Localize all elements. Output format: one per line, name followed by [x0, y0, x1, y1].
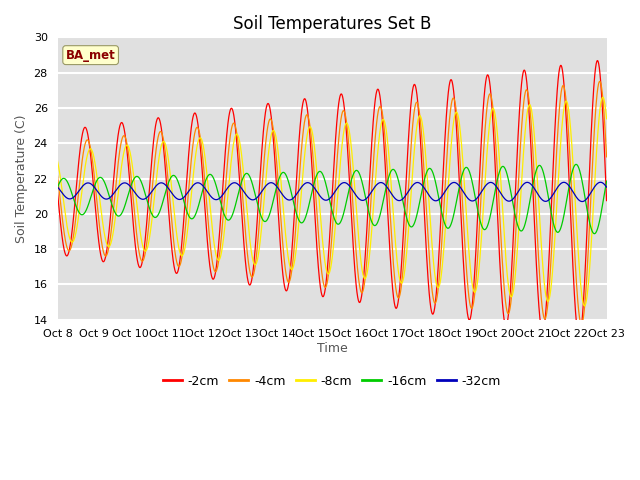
-2cm: [240, 243, 248, 249]
-4cm: [596, 79, 604, 84]
Line: -16cm: -16cm: [58, 164, 607, 234]
-2cm: [603, 198, 611, 204]
-8cm: [455, 117, 463, 123]
Y-axis label: Soil Temperature (C): Soil Temperature (C): [15, 114, 28, 243]
Line: -8cm: -8cm: [58, 97, 607, 306]
-32cm: [240, 189, 248, 195]
-8cm: [314, 175, 321, 181]
-4cm: [470, 294, 478, 300]
-8cm: [573, 224, 580, 229]
-32cm: [455, 182, 463, 188]
-4cm: [578, 321, 586, 327]
-2cm: [580, 298, 588, 303]
-2cm: [314, 252, 321, 257]
-8cm: [54, 158, 61, 164]
Line: -2cm: -2cm: [58, 60, 607, 337]
-4cm: [455, 138, 463, 144]
-8cm: [603, 116, 611, 121]
-16cm: [455, 186, 463, 192]
-32cm: [573, 195, 580, 201]
-32cm: [470, 198, 478, 204]
Line: -32cm: -32cm: [58, 182, 607, 202]
-8cm: [580, 301, 588, 307]
-4cm: [580, 313, 588, 319]
-32cm: [54, 184, 61, 190]
-2cm: [54, 190, 61, 195]
X-axis label: Time: Time: [317, 342, 348, 355]
-8cm: [240, 176, 248, 181]
-4cm: [603, 154, 611, 160]
Line: -4cm: -4cm: [58, 82, 607, 324]
-16cm: [240, 173, 248, 179]
-32cm: [596, 180, 604, 185]
-32cm: [580, 198, 588, 204]
-4cm: [240, 212, 248, 218]
-16cm: [580, 186, 588, 192]
-16cm: [572, 161, 580, 167]
-2cm: [593, 58, 601, 63]
-4cm: [314, 216, 321, 222]
-8cm: [470, 289, 478, 295]
-8cm: [599, 95, 607, 100]
-8cm: [580, 303, 588, 309]
-4cm: [54, 173, 61, 179]
Text: BA_met: BA_met: [66, 48, 115, 61]
-2cm: [455, 169, 463, 175]
-2cm: [470, 276, 478, 281]
Legend: -2cm, -4cm, -8cm, -16cm, -32cm: -2cm, -4cm, -8cm, -16cm, -32cm: [158, 370, 506, 393]
-16cm: [470, 190, 478, 195]
-32cm: [314, 190, 321, 195]
-16cm: [573, 162, 580, 168]
-16cm: [54, 184, 61, 190]
-16cm: [591, 231, 598, 237]
-16cm: [314, 171, 321, 177]
-2cm: [575, 335, 583, 340]
-4cm: [573, 283, 580, 289]
-2cm: [573, 322, 580, 328]
-32cm: [603, 184, 611, 190]
-32cm: [579, 199, 586, 204]
Title: Soil Temperatures Set B: Soil Temperatures Set B: [233, 15, 431, 33]
-16cm: [603, 178, 611, 184]
